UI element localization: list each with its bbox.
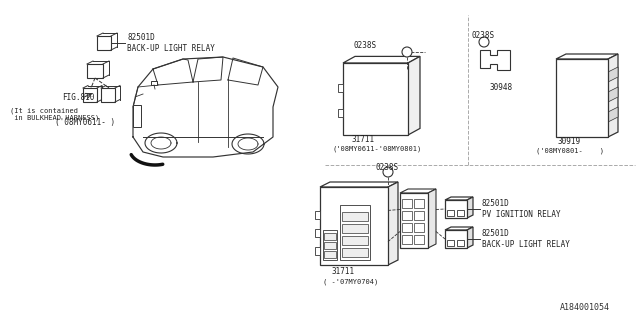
Polygon shape [467,197,473,218]
Text: (It is contained
 in BULKHEAD HARNESS): (It is contained in BULKHEAD HARNESS) [10,107,99,121]
Bar [87,64,103,78]
Text: ('08MY0801-    ): ('08MY0801- ) [536,148,604,154]
Bar [323,230,337,260]
Polygon shape [480,50,510,70]
Text: 31711: 31711 [332,268,355,276]
Bar [402,223,412,232]
Bar [342,224,368,233]
Text: FIG.810: FIG.810 [62,93,94,102]
Bar [447,210,454,216]
Text: 82501D
BACK-UP LIGHT RELAY: 82501D BACK-UP LIGHT RELAY [127,33,215,53]
Text: 0238S: 0238S [353,41,376,50]
Text: A184001054: A184001054 [560,303,610,313]
Bar [457,210,464,216]
Bar [400,193,428,248]
Bar [457,240,464,246]
Polygon shape [320,182,398,187]
Bar [414,199,424,208]
Bar [402,199,412,208]
Text: ('08MY0611-'08MY0801): ('08MY0611-'08MY0801) [333,146,422,152]
Polygon shape [556,54,618,59]
Bar [402,211,412,220]
Bar [320,187,388,265]
Bar [338,109,343,117]
Polygon shape [343,56,420,63]
Text: 82501D
BACK-UP LIGHT RELAY: 82501D BACK-UP LIGHT RELAY [482,229,570,249]
Circle shape [479,37,489,47]
Polygon shape [608,107,618,122]
Bar [414,211,424,220]
Bar [315,211,320,219]
Circle shape [402,47,412,57]
Polygon shape [608,87,618,102]
Bar [447,240,454,246]
Bar [151,81,157,85]
Text: 30948: 30948 [490,84,513,92]
Text: ('08MY0611- ): ('08MY0611- ) [55,117,115,126]
Bar [402,235,412,244]
Bar [340,205,370,260]
Bar [315,247,320,255]
Bar [133,105,141,127]
Polygon shape [608,67,618,82]
Bar [556,59,608,137]
Bar [101,88,115,102]
Bar [315,229,320,237]
Text: 31711: 31711 [351,135,374,145]
Bar [338,84,343,92]
Bar [342,212,368,221]
Text: ( -'07MY0704): ( -'07MY0704) [323,279,378,285]
Bar [342,248,368,257]
Polygon shape [428,189,436,248]
Polygon shape [445,227,473,230]
Text: 82501D
PV IGNITION RELAY: 82501D PV IGNITION RELAY [482,199,561,219]
Polygon shape [467,227,473,248]
Bar [342,236,368,245]
Text: 0238S: 0238S [472,30,495,39]
Bar [324,251,336,258]
Bar [324,242,336,249]
Bar [83,88,97,102]
Text: 0238S: 0238S [376,163,399,172]
Polygon shape [388,182,398,265]
Circle shape [383,167,393,177]
Bar [445,200,467,218]
Bar [445,230,467,248]
Bar [414,223,424,232]
Bar [414,235,424,244]
Bar [97,36,111,50]
Polygon shape [445,197,473,200]
Polygon shape [400,189,436,193]
Text: 30919: 30919 [558,138,581,147]
Bar [343,63,408,135]
Polygon shape [608,54,618,137]
Bar [324,233,336,240]
Polygon shape [408,56,420,135]
